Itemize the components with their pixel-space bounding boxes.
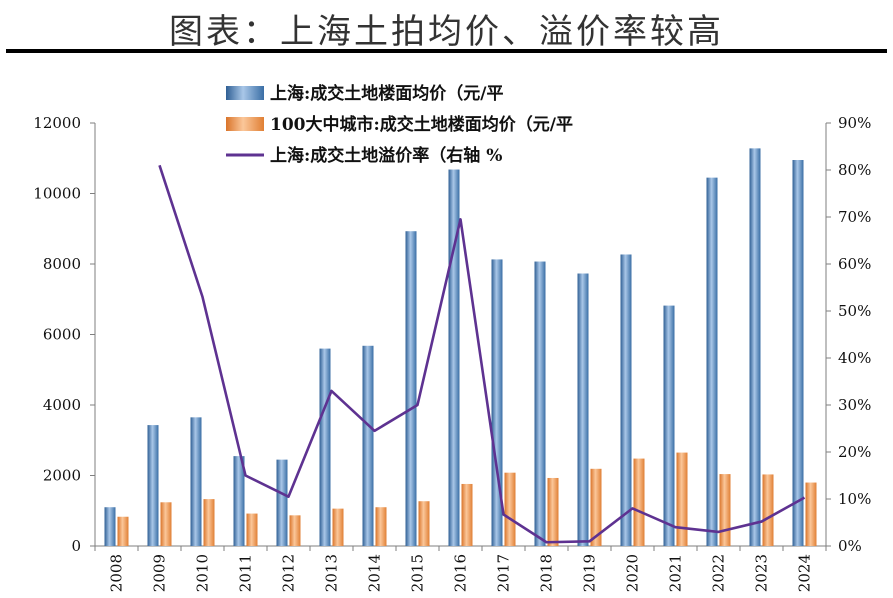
x-tick-label: 2015	[409, 554, 427, 592]
bar-shanghai-land-price	[577, 273, 589, 546]
y-left-tick-label: 12000	[33, 114, 81, 132]
x-tick-label: 2018	[538, 554, 556, 592]
title-divider	[6, 49, 887, 53]
y-left-tick-label: 4000	[43, 396, 81, 414]
bar-shanghai-land-price	[749, 148, 761, 546]
x-tick-label: 2019	[581, 554, 599, 592]
chart-title: 图表：上海土拍均价、溢价率较高	[169, 12, 724, 52]
y-right-tick-label: 30%	[838, 396, 871, 414]
y-right-tick-label: 0%	[838, 537, 862, 555]
bar-shanghai-land-price	[104, 507, 116, 546]
x-tick-label: 2012	[280, 554, 298, 592]
y-left-tick-label: 10000	[33, 185, 81, 203]
axes-layer: 0 2000 4000 6000 8000 10000 12000 0% 10% 20% 30% 40…	[33, 114, 871, 592]
x-tick-label: 2008	[108, 554, 126, 592]
y-right-tick-label: 60%	[838, 255, 871, 273]
y-right-tick-label: 80%	[838, 161, 871, 179]
bar-shanghai-land-price	[362, 345, 374, 546]
bar-shanghai-land-price	[448, 169, 460, 546]
x-tick-label: 2023	[753, 554, 771, 592]
bars-layer	[104, 148, 817, 547]
legend-label: 上海:成交土地溢价率（右轴 %	[270, 145, 502, 166]
bar-100-cities-land-price	[719, 474, 731, 546]
x-tick-label: 2010	[194, 554, 212, 592]
bar-100-cities-land-price	[805, 482, 817, 546]
bar-100-cities-land-price	[547, 477, 559, 546]
line-shanghai-premium-rate	[158, 164, 806, 544]
legend-swatch-shanghai-land-price	[226, 86, 264, 100]
legend: 上海:成交土地楼面均价（元/平 100大中城市:成交土地楼面均价（元/平上海:成交…	[226, 83, 573, 166]
bar-100-cities-land-price	[246, 513, 258, 546]
y-right-tick-label: 10%	[838, 490, 871, 508]
y-right-tick-label: 50%	[838, 302, 871, 320]
x-tick-label: 2020	[624, 554, 642, 592]
bar-shanghai-land-price	[534, 261, 546, 546]
bar-100-cities-land-price	[633, 458, 645, 546]
bar-100-cities-land-price	[590, 468, 602, 546]
y-left-tick-label: 0	[71, 537, 81, 555]
x-tick-label: 2016	[452, 554, 470, 592]
x-tick-label: 2022	[710, 554, 728, 592]
bar-shanghai-land-price	[405, 231, 417, 546]
x-tick-label: 2009	[151, 554, 169, 592]
bar-100-cities-land-price	[762, 474, 774, 546]
legend-label: 上海:成交土地楼面均价（元/平	[270, 83, 503, 104]
y-right-tick-label: 20%	[838, 443, 871, 461]
bar-shanghai-land-price	[233, 456, 245, 546]
bar-shanghai-land-price	[276, 459, 288, 546]
x-tick-label: 2011	[237, 554, 255, 592]
bar-shanghai-land-price	[620, 254, 632, 547]
y-left-tick-label: 2000	[43, 467, 81, 485]
y-left-tick-label: 6000	[43, 326, 81, 344]
x-tick-label: 2021	[667, 554, 685, 592]
legend-swatch-100-cities-land-price	[226, 117, 264, 131]
bar-100-cities-land-price	[676, 452, 688, 546]
bar-shanghai-land-price	[706, 177, 718, 546]
y-right-tick-label: 70%	[838, 208, 871, 226]
y-right-tick-label: 40%	[838, 349, 871, 367]
bar-shanghai-land-price	[792, 160, 804, 546]
bar-100-cities-land-price	[461, 483, 473, 546]
bar-shanghai-land-price	[190, 417, 202, 546]
bar-100-cities-land-price	[332, 508, 344, 546]
bar-shanghai-land-price	[491, 259, 503, 546]
x-tick-label: 2013	[323, 554, 341, 592]
bar-shanghai-land-price	[663, 305, 675, 546]
bar-100-cities-land-price	[160, 502, 172, 546]
bar-100-cities-land-price	[418, 501, 430, 546]
bar-100-cities-land-price	[504, 472, 516, 546]
bar-shanghai-land-price	[147, 425, 159, 546]
bar-100-cities-land-price	[117, 516, 129, 546]
line-layer	[158, 164, 806, 544]
bar-100-cities-land-price	[203, 499, 215, 546]
bar-100-cities-land-price	[375, 507, 387, 546]
y-left-tick-label: 8000	[43, 255, 81, 273]
bar-100-cities-land-price	[289, 515, 301, 546]
x-tick-label: 2024	[796, 554, 814, 592]
legend-label: 100大中城市:成交土地楼面均价（元/平	[270, 114, 573, 135]
bar-shanghai-land-price	[319, 348, 331, 546]
y-right-tick-label: 90%	[838, 114, 871, 132]
x-tick-label: 2014	[366, 554, 384, 592]
x-tick-label: 2017	[495, 554, 513, 592]
